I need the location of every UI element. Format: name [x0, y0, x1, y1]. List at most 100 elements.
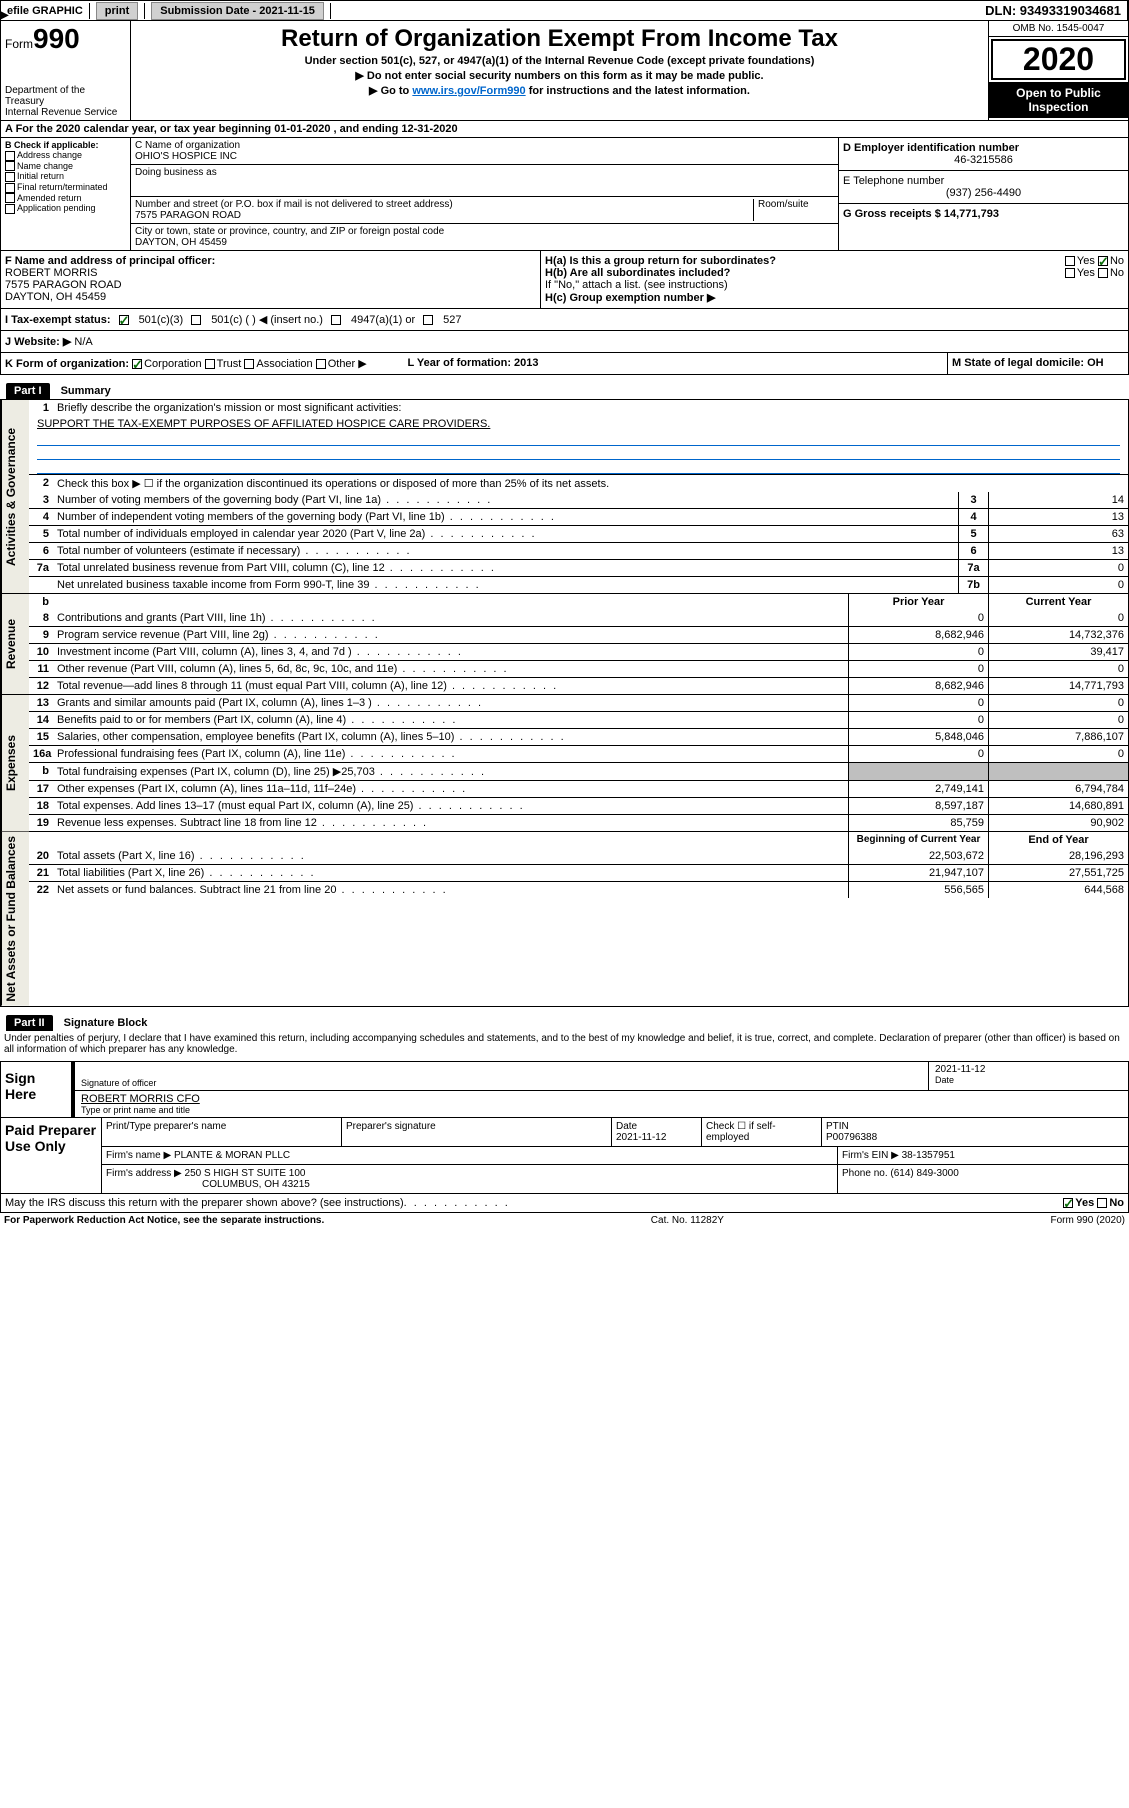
- chk-trust[interactable]: [205, 359, 215, 369]
- firm-phone-cell: Phone no. (614) 849-3000: [838, 1165, 1128, 1193]
- header-left: Form990 Department of the Treasury Inter…: [1, 21, 131, 120]
- chk-pending[interactable]: Application pending: [5, 203, 126, 214]
- prep-ptin-label: PTIN: [826, 1121, 849, 1132]
- top-bar: efile GRAPHIC print Submission Date - 20…: [0, 0, 1129, 21]
- part-ii-title: Signature Block: [56, 1017, 148, 1029]
- org-name: OHIO'S HOSPICE INC: [135, 151, 834, 162]
- line-num: 5: [29, 526, 53, 542]
- line-15: 15 Salaries, other compensation, employe…: [29, 728, 1128, 745]
- line-prior: [848, 763, 988, 780]
- line-desc: Total liabilities (Part X, line 26): [53, 865, 848, 881]
- chk-amended[interactable]: Amended return: [5, 193, 126, 204]
- cat-no: Cat. No. 11282Y: [651, 1215, 724, 1226]
- dba-label: Doing business as: [135, 167, 834, 178]
- signature-block: Sign Here ▶ Signature of officer 2021-11…: [0, 1061, 1129, 1118]
- ha-no-chk[interactable]: [1098, 256, 1108, 266]
- firm-addr-1: 250 S HIGH ST SUITE 100: [185, 1168, 306, 1179]
- line-19: 19 Revenue less expenses. Subtract line …: [29, 814, 1128, 831]
- line-num: 13: [29, 695, 53, 711]
- chk-initial[interactable]: Initial return: [5, 171, 126, 182]
- line-desc: Other expenses (Part IX, column (A), lin…: [53, 781, 848, 797]
- side-net: Net Assets or Fund Balances: [1, 832, 29, 1006]
- line-prior: 556,565: [848, 882, 988, 898]
- line-2-num: 2: [29, 475, 53, 492]
- irs-link[interactable]: www.irs.gov/Form990: [412, 85, 525, 97]
- line-curr: 28,196,293: [988, 848, 1128, 864]
- col-b-label: B Check if applicable:: [5, 140, 126, 150]
- hb-yes-chk[interactable]: [1065, 268, 1075, 278]
- line-prior: 0: [848, 746, 988, 762]
- row-fh: F Name and address of principal officer:…: [0, 251, 1129, 309]
- discuss-no-chk[interactable]: [1097, 1198, 1107, 1208]
- hc-label: H(c) Group exemption number ▶: [545, 291, 1124, 304]
- line-prior: 5,848,046: [848, 729, 988, 745]
- firm-ein-value: 38-1357951: [902, 1150, 955, 1161]
- ha-yes-chk[interactable]: [1065, 256, 1075, 266]
- submission-date-button[interactable]: Submission Date - 2021-11-15: [151, 2, 324, 20]
- ein-value: 46-3215586: [843, 154, 1124, 166]
- chk-527[interactable]: [423, 315, 433, 325]
- prep-row-1: Print/Type preparer's name Preparer's si…: [102, 1118, 1128, 1147]
- expenses-rows: 13 Grants and similar amounts paid (Part…: [29, 695, 1128, 831]
- city-label: City or town, state or province, country…: [135, 226, 834, 237]
- line-desc: Total number of individuals employed in …: [53, 526, 958, 542]
- chk-501c[interactable]: [191, 315, 201, 325]
- side-revenue: Revenue: [1, 594, 29, 694]
- line-8: 8 Contributions and grants (Part VIII, l…: [29, 610, 1128, 626]
- line-7a: 7a Total unrelated business revenue from…: [29, 559, 1128, 576]
- chk-other[interactable]: [316, 359, 326, 369]
- line-prior: 8,597,187: [848, 798, 988, 814]
- line-2-desc: Check this box ▶ ☐ if the organization d…: [53, 475, 1128, 492]
- chk-address[interactable]: Address change: [5, 150, 126, 161]
- line-desc: Total assets (Part X, line 16): [53, 848, 848, 864]
- prep-row-3: Firm's address ▶ 250 S HIGH ST SUITE 100…: [102, 1165, 1128, 1193]
- omb-number: OMB No. 1545-0047: [989, 21, 1128, 37]
- line-num: b: [29, 763, 53, 780]
- chk-501c3[interactable]: [119, 315, 129, 325]
- prep-date-cell: Date2021-11-12: [612, 1118, 702, 1146]
- open-public-badge: Open to Public Inspection: [989, 82, 1128, 118]
- chk-corp[interactable]: [132, 359, 142, 369]
- chk-pending-label: Application pending: [17, 203, 96, 213]
- note2-post: for instructions and the latest informat…: [526, 85, 750, 97]
- revenue-section: Revenue b Prior Year Current Year 8 Cont…: [1, 593, 1128, 694]
- line-desc: Number of independent voting members of …: [53, 509, 958, 525]
- line-prior: 0: [848, 661, 988, 677]
- net-header-num: [29, 832, 53, 848]
- print-button[interactable]: print: [96, 2, 138, 20]
- line-9: 9 Program service revenue (Part VIII, li…: [29, 626, 1128, 643]
- chk-4947[interactable]: [331, 315, 341, 325]
- line-num: 15: [29, 729, 53, 745]
- mission-blank-2: [37, 446, 1120, 460]
- governance-section: Activities & Governance 1 Briefly descri…: [1, 400, 1128, 593]
- firm-addr-label: Firm's address ▶: [106, 1168, 182, 1179]
- line-b: b Total fundraising expenses (Part IX, c…: [29, 762, 1128, 780]
- website-value: N/A: [74, 336, 92, 348]
- part-i-badge: Part I: [6, 383, 50, 399]
- net-rows: Beginning of Current Year End of Year 20…: [29, 832, 1128, 1006]
- sig-date-label: Date: [935, 1075, 1122, 1085]
- chk-final[interactable]: Final return/terminated: [5, 182, 126, 193]
- line-curr: 6,794,784: [988, 781, 1128, 797]
- discuss-answers: Yes No: [1063, 1197, 1124, 1209]
- line-num: 16a: [29, 746, 53, 762]
- prep-sig-label: Preparer's signature: [342, 1118, 612, 1146]
- discuss-yes-chk[interactable]: [1063, 1198, 1073, 1208]
- room-label: Room/suite: [754, 199, 834, 221]
- line-5: 5 Total number of individuals employed i…: [29, 525, 1128, 542]
- sig-name-cell: ▶ ROBERT MORRIS CFO Type or print name a…: [75, 1091, 1128, 1117]
- ein-label: D Employer identification number: [843, 142, 1124, 154]
- hb-no-chk[interactable]: [1098, 268, 1108, 278]
- header-b: b: [29, 594, 53, 610]
- sign-here-row: Sign Here ▶ Signature of officer 2021-11…: [1, 1062, 1128, 1117]
- line-num: 8: [29, 610, 53, 626]
- chk-name[interactable]: Name change: [5, 161, 126, 172]
- line-curr: [988, 763, 1128, 780]
- form-note-1: ▶ Do not enter social security numbers o…: [135, 69, 984, 82]
- line-6: 6 Total number of volunteers (estimate i…: [29, 542, 1128, 559]
- chk-assoc[interactable]: [244, 359, 254, 369]
- net-header-curr: End of Year: [988, 832, 1128, 848]
- line-desc: Number of voting members of the governin…: [53, 492, 958, 508]
- line-desc: Contributions and grants (Part VIII, lin…: [53, 610, 848, 626]
- line-curr: 0: [988, 610, 1128, 626]
